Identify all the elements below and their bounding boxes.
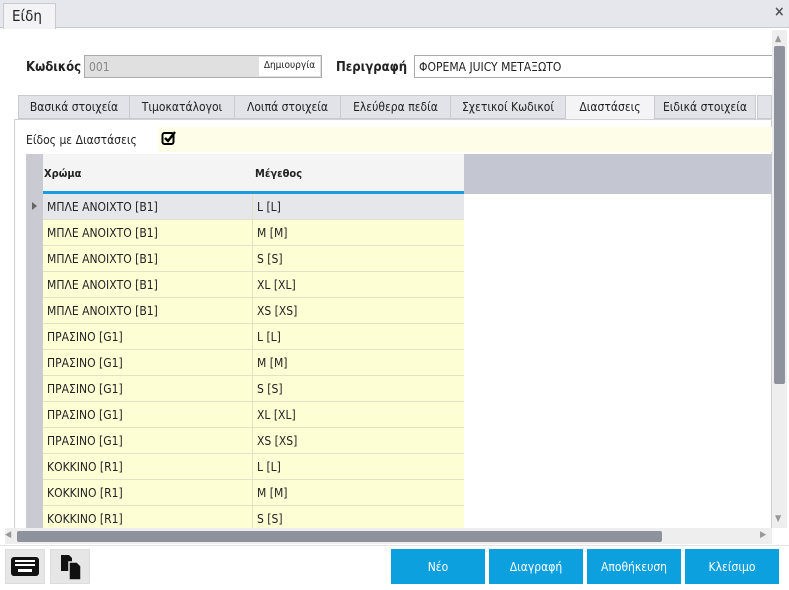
column-header-color[interactable]: Χρώμα (44, 167, 82, 180)
description-label: Περιγραφή (336, 60, 408, 75)
save-button[interactable]: Αποθήκευση (587, 549, 681, 584)
table-row[interactable]: ΜΠΛΕ ΑΝΟΙΧΤΟ [B1] XL [XL] (43, 272, 464, 298)
copy-button[interactable] (50, 549, 90, 584)
cell-size[interactable]: XL [XL] (257, 408, 296, 422)
code-label: Κωδικός (26, 60, 82, 75)
tab-related-codes[interactable]: Σχετικοί Κωδικοί (450, 95, 566, 119)
cell-color[interactable]: ΜΠΛΕ ΑΝΟΙΧΤΟ [B1] (47, 200, 158, 214)
cell-size[interactable]: S [S] (257, 252, 283, 266)
cell-divider (252, 220, 253, 246)
horizontal-scroll-thumb[interactable] (17, 531, 662, 542)
title-bar (0, 0, 789, 28)
table-row[interactable]: ΠΡΑΣΙΝΟ [G1] S [S] (43, 376, 464, 402)
cell-size[interactable]: S [S] (257, 382, 283, 396)
table-row[interactable]: ΠΡΑΣΙΝΟ [G1] XS [XS] (43, 428, 464, 454)
dimensions-label: Είδος με Διαστάσεις (26, 133, 137, 147)
close-icon[interactable]: × (774, 4, 785, 20)
cell-color[interactable]: ΠΡΑΣΙΝΟ [G1] (47, 434, 123, 448)
row-indicator-column (26, 154, 43, 528)
keyboard-button[interactable] (5, 549, 45, 584)
cell-color[interactable]: ΠΡΑΣΙΝΟ [G1] (47, 408, 123, 422)
table-row[interactable]: ΚΟΚΚΙΝΟ [R1] M [M] (43, 480, 464, 506)
new-button[interactable]: Νέο (391, 549, 485, 584)
cell-divider (252, 324, 253, 350)
cell-size[interactable]: M [M] (257, 486, 288, 500)
cell-size[interactable]: L [L] (257, 200, 281, 214)
current-row-indicator-icon (32, 202, 37, 210)
cell-divider (252, 428, 253, 454)
tab-basic[interactable]: Βασικά στοιχεία (18, 95, 130, 119)
table-row[interactable]: ΜΠΛΕ ΑΝΟΙΧΤΟ [B1] XS [XS] (43, 298, 464, 324)
cell-divider (252, 272, 253, 298)
dimensions-checkbox[interactable] (161, 130, 177, 146)
cell-divider (252, 480, 253, 506)
close-button[interactable]: Κλείσιμο (685, 549, 779, 584)
dimensions-panel (14, 119, 772, 529)
cell-size[interactable]: L [L] (257, 330, 281, 344)
cell-color[interactable]: ΜΠΛΕ ΑΝΟΙΧΤΟ [B1] (47, 252, 158, 266)
scroll-right-icon[interactable]: ▶ (760, 530, 767, 540)
delete-button[interactable]: Διαγραφή (489, 549, 583, 584)
tab-dimensions[interactable]: Διαστάσεις (565, 95, 655, 120)
tab-overflow[interactable] (757, 95, 772, 119)
cell-divider (252, 246, 253, 272)
cell-color[interactable]: ΜΠΛΕ ΑΝΟΙΧΤΟ [B1] (47, 278, 158, 292)
cell-color[interactable]: ΠΡΑΣΙΝΟ [G1] (47, 356, 123, 370)
table-row[interactable]: ΠΡΑΣΙΝΟ [G1] XL [XL] (43, 402, 464, 428)
cell-color[interactable]: ΜΠΛΕ ΑΝΟΙΧΤΟ [B1] (47, 304, 158, 318)
cell-size[interactable]: XL [XL] (257, 278, 296, 292)
scroll-left-icon[interactable]: ◀ (5, 530, 12, 540)
cell-size[interactable]: XS [XS] (257, 434, 298, 448)
cell-divider (252, 506, 253, 532)
table-row[interactable]: ΜΠΛΕ ΑΝΟΙΧΤΟ [B1] L [L] (43, 194, 464, 220)
tab-pricelists[interactable]: Τιμοκατάλογοι (129, 95, 235, 119)
cell-divider (252, 454, 253, 480)
cell-color[interactable]: ΚΟΚΚΙΝΟ [R1] (47, 512, 123, 526)
table-row[interactable]: ΚΟΚΚΙΝΟ [R1] L [L] (43, 454, 464, 480)
table-row[interactable]: ΚΟΚΚΙΝΟ [R1] S [S] (43, 506, 464, 532)
cell-size[interactable]: L [L] (257, 460, 281, 474)
table-row[interactable]: ΠΡΑΣΙΝΟ [G1] M [M] (43, 350, 464, 376)
cell-size[interactable]: S [S] (257, 512, 283, 526)
tab-free-fields[interactable]: Ελεύθερα πεδία (340, 95, 451, 119)
scroll-down-icon[interactable]: ▼ (775, 514, 782, 524)
cell-color[interactable]: ΠΡΑΣΙΝΟ [G1] (47, 382, 123, 396)
cell-divider (252, 194, 253, 220)
table-row[interactable]: ΜΠΛΕ ΑΝΟΙΧΤΟ [B1] M [M] (43, 220, 464, 246)
table-row[interactable]: ΠΡΑΣΙΝΟ [G1] L [L] (43, 324, 464, 350)
cell-size[interactable]: XS [XS] (257, 304, 298, 318)
cell-color[interactable]: ΠΡΑΣΙΝΟ [G1] (47, 330, 123, 344)
column-header-size[interactable]: Μέγεθος (255, 167, 303, 180)
tab-special[interactable]: Ειδικά στοιχεία (654, 95, 756, 119)
cell-color[interactable]: ΚΟΚΚΙΝΟ [R1] (47, 460, 123, 474)
cell-divider (252, 376, 253, 402)
cell-size[interactable]: M [M] (257, 226, 288, 240)
cell-size[interactable]: M [M] (257, 356, 288, 370)
cell-divider (252, 402, 253, 428)
description-field[interactable]: ΦΟΡΕΜΑ JUICY ΜΕΤΑΞΩΤΟ (414, 55, 776, 78)
dimensions-row (158, 127, 772, 152)
keyboard-icon (11, 557, 39, 576)
copy-icon (61, 555, 82, 581)
scroll-up-icon[interactable]: ▲ (775, 34, 782, 44)
tab-other[interactable]: Λοιπά στοιχεία (234, 95, 341, 119)
grid-header (43, 154, 464, 194)
create-button[interactable]: Δημιουργία (259, 57, 320, 76)
cell-divider (252, 298, 253, 324)
cell-color[interactable]: ΜΠΛΕ ΑΝΟΙΧΤΟ [B1] (47, 226, 158, 240)
window-tab[interactable]: Είδη (3, 3, 56, 29)
table-row[interactable]: ΜΠΛΕ ΑΝΟΙΧΤΟ [B1] S [S] (43, 246, 464, 272)
cell-color[interactable]: ΚΟΚΚΙΝΟ [R1] (47, 486, 123, 500)
cell-divider (252, 350, 253, 376)
vertical-scroll-thumb[interactable] (774, 46, 785, 384)
